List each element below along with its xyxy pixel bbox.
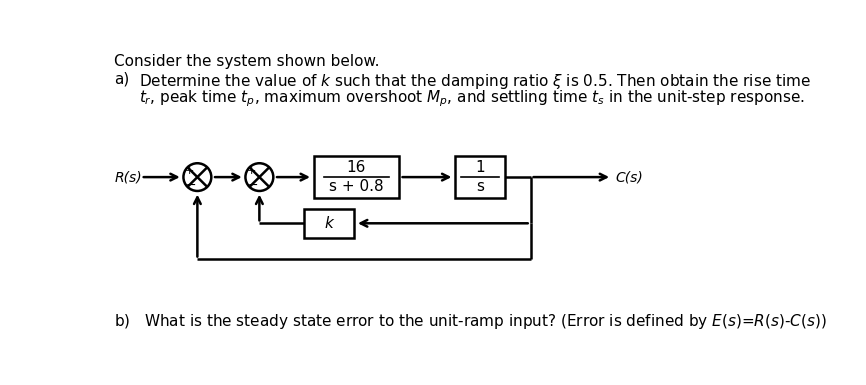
Text: −: −: [248, 179, 258, 192]
Bar: [313, 156, 399, 198]
Text: k: k: [325, 216, 333, 231]
Bar: [304, 209, 354, 238]
Text: C(s): C(s): [616, 170, 643, 184]
Text: s + 0.8: s + 0.8: [329, 179, 384, 194]
Bar: [455, 156, 506, 198]
Text: R(s): R(s): [114, 170, 142, 184]
Text: s: s: [476, 179, 484, 194]
Text: $t_r$, peak time $t_p$, maximum overshoot $M_p$, and settling time $t_s$ in the : $t_r$, peak time $t_p$, maximum overshoo…: [139, 89, 805, 109]
Text: +: +: [185, 166, 194, 176]
Text: a): a): [114, 72, 130, 87]
Text: b)   What is the steady state error to the unit-ramp input? (Error is defined by: b) What is the steady state error to the…: [114, 312, 827, 331]
Text: −: −: [186, 179, 197, 192]
Text: 1: 1: [475, 160, 485, 175]
Text: +: +: [247, 166, 256, 176]
Text: Consider the system shown below.: Consider the system shown below.: [114, 54, 380, 69]
Text: Determine the value of $k$ such that the damping ratio $\xi$ is 0.5. Then obtain: Determine the value of $k$ such that the…: [139, 72, 811, 90]
Text: 16: 16: [346, 160, 366, 175]
